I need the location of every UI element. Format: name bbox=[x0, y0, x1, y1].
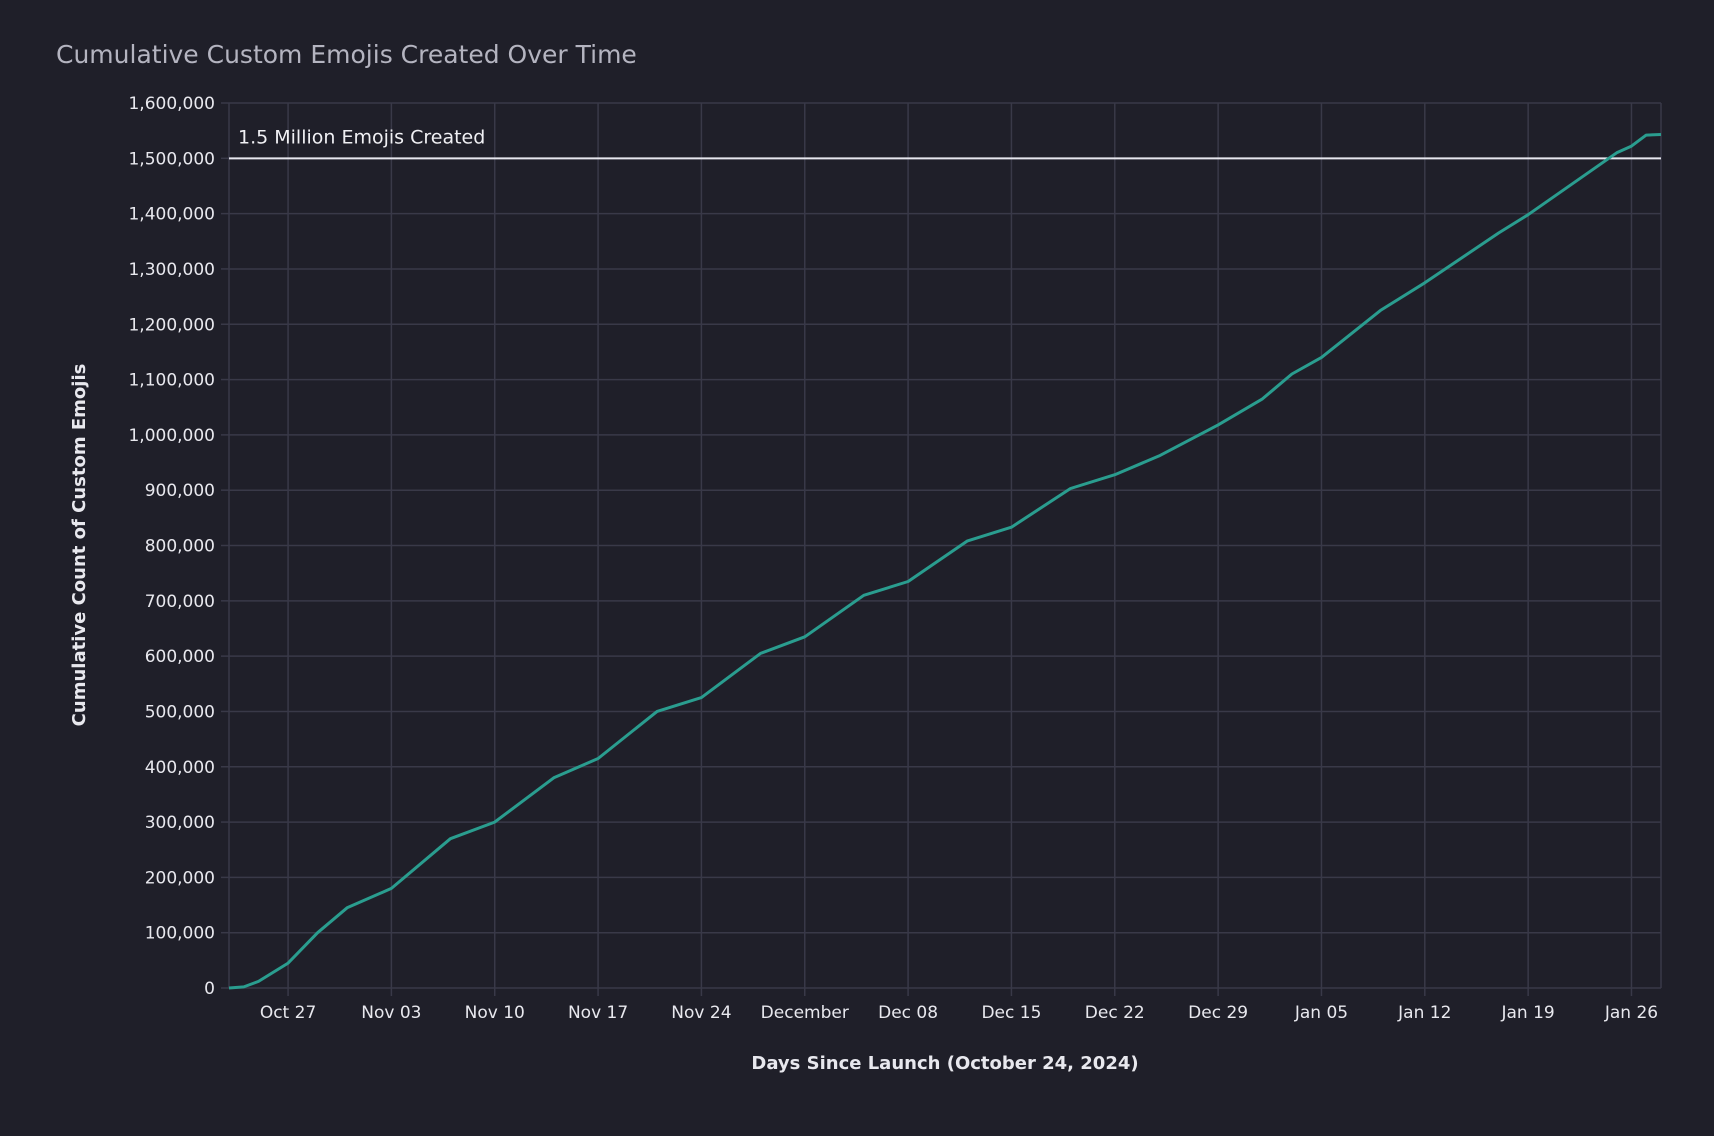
y-tick-label: 1,400,000 bbox=[128, 205, 215, 225]
y-axis-label: Cumulative Count of Custom Emojis bbox=[69, 364, 90, 727]
y-tick-label: 900,000 bbox=[145, 481, 215, 501]
x-tick-label: Jan 12 bbox=[1397, 1003, 1451, 1023]
y-tick-label: 1,100,000 bbox=[128, 371, 215, 391]
x-tick-label: Jan 19 bbox=[1501, 1003, 1555, 1023]
y-tick-label: 300,000 bbox=[145, 813, 215, 833]
x-axis: Oct 27 Nov 03 Nov 10 Nov 17 Nov 24 December De… bbox=[260, 988, 1658, 1023]
x-tick-label: Nov 17 bbox=[568, 1003, 628, 1023]
y-tick-label: 1,300,000 bbox=[128, 260, 215, 280]
x-tick-label: Oct 27 bbox=[260, 1003, 316, 1023]
y-tick-label: 0 bbox=[204, 979, 215, 999]
x-tick-label: Jan 26 bbox=[1604, 1003, 1658, 1023]
y-tick-label: 1,600,000 bbox=[128, 94, 215, 114]
x-tick-label: Dec 22 bbox=[1085, 1003, 1145, 1023]
x-tick-label: Dec 15 bbox=[981, 1003, 1041, 1023]
y-tick-label: 600,000 bbox=[145, 647, 215, 667]
reference-line-group: 1.5 Million Emojis Created bbox=[229, 126, 1661, 160]
series-line bbox=[228, 133, 1662, 990]
y-tick-label: 200,000 bbox=[145, 868, 215, 888]
x-tick-label: Dec 08 bbox=[878, 1003, 938, 1023]
y-axis: 0 100,000 200,000 300,000 400,000 500,000 600,… bbox=[128, 94, 229, 999]
y-tick-label: 800,000 bbox=[145, 537, 215, 557]
chart-title: Cumulative Custom Emojis Created Over Ti… bbox=[56, 40, 637, 69]
x-tick-label: Dec 29 bbox=[1188, 1003, 1248, 1023]
y-tick-label: 1,200,000 bbox=[128, 315, 215, 335]
grid bbox=[228, 102, 1662, 989]
x-tick-label: Jan 05 bbox=[1294, 1003, 1348, 1023]
y-tick-label: 500,000 bbox=[145, 702, 215, 722]
y-tick-label: 1,500,000 bbox=[128, 149, 215, 169]
y-tick-label: 1,000,000 bbox=[128, 426, 215, 446]
y-tick-label: 700,000 bbox=[145, 592, 215, 612]
y-tick-label: 100,000 bbox=[145, 924, 215, 944]
y-tick-label: 400,000 bbox=[145, 758, 215, 778]
x-axis-label: Days Since Launch (October 24, 2024) bbox=[751, 1053, 1138, 1074]
x-tick-label: Nov 03 bbox=[361, 1003, 421, 1023]
x-tick-label: Nov 24 bbox=[671, 1003, 731, 1023]
x-tick-label: December bbox=[761, 1003, 849, 1023]
x-tick-label: Nov 10 bbox=[465, 1003, 525, 1023]
reference-line-label: 1.5 Million Emojis Created bbox=[238, 126, 485, 148]
